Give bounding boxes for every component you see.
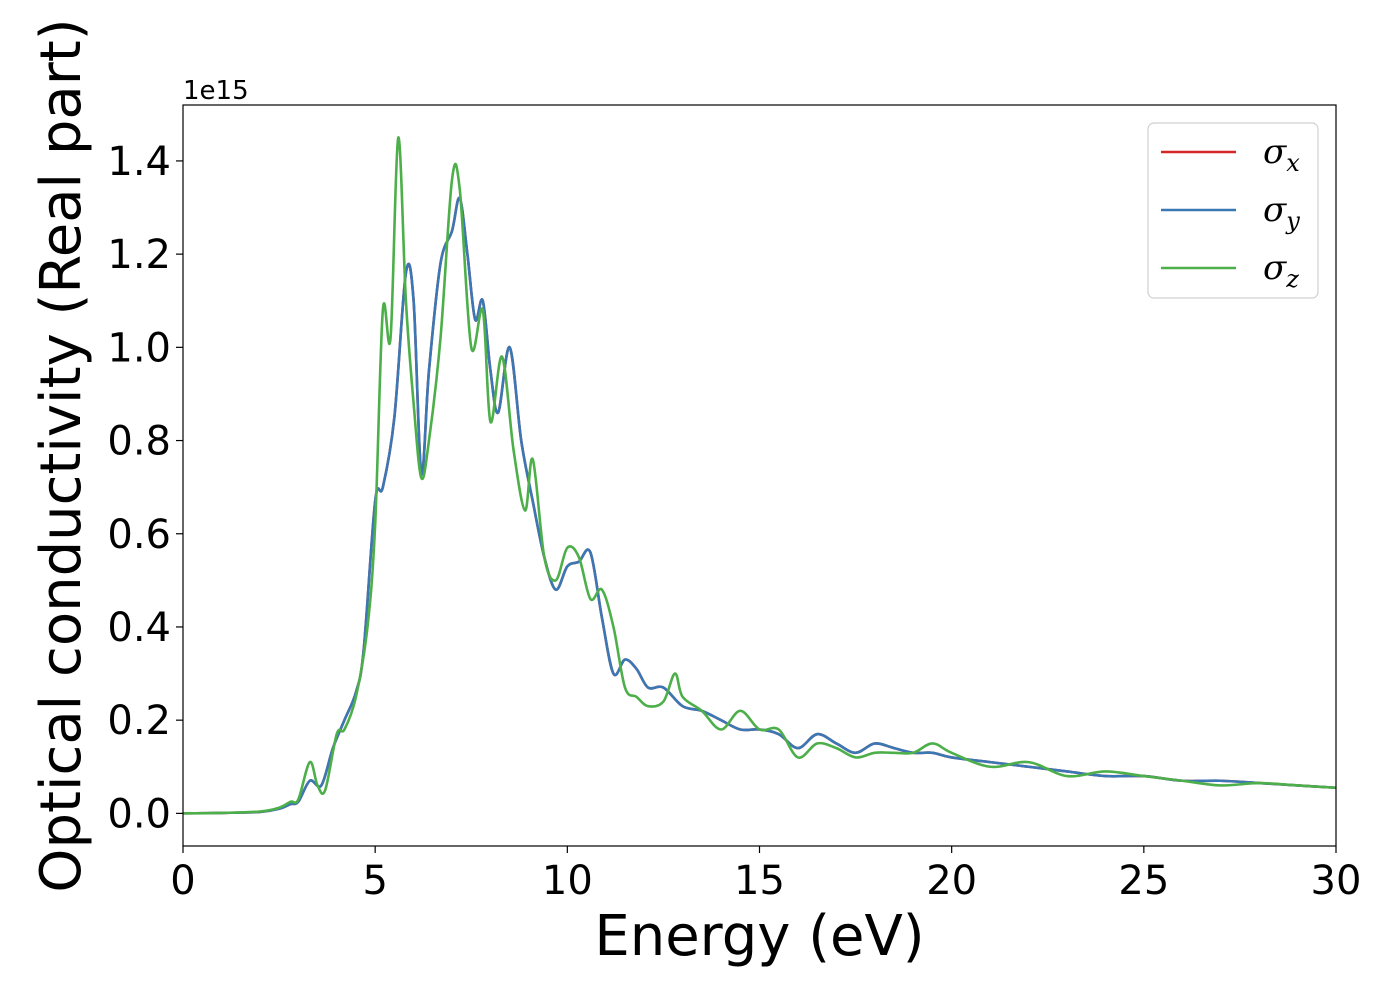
y-axis-offset-label: 1e15 [183, 76, 249, 106]
y-tick-label: 0.6 [107, 512, 171, 558]
x-tick-label: 20 [926, 858, 977, 904]
y-axis-title: Optical conductivity (Real part) [29, 18, 94, 892]
x-axis-ticks: 0 5 10 15 20 25 30 [170, 846, 1361, 904]
series-layer [183, 136, 1336, 815]
legend-label: σx [1263, 132, 1300, 177]
series-line-y [183, 196, 1336, 815]
series-line-z [183, 136, 1336, 815]
x-tick-label: 5 [362, 858, 387, 904]
x-axis-title: Energy (eV) [594, 904, 924, 969]
x-tick-label: 15 [734, 858, 785, 904]
y-tick-label: 1.4 [107, 139, 171, 185]
y-tick-label: 0.8 [107, 419, 171, 465]
y-axis-ticks: 0.0 0.2 0.4 0.6 0.8 1.0 1.2 1.4 [107, 139, 183, 837]
y-tick-label: 1.2 [107, 232, 171, 278]
x-tick-label: 10 [542, 858, 593, 904]
legend-label: σz [1263, 248, 1299, 293]
y-tick-label: 0.0 [107, 791, 171, 837]
legend-item-z: σz [1161, 248, 1299, 293]
y-tick-label: 1.0 [107, 325, 171, 371]
x-tick-label: 30 [1311, 858, 1362, 904]
legend-item-x: σx [1161, 132, 1300, 177]
y-tick-label: 0.4 [107, 605, 171, 651]
legend-item-y: σy [1161, 190, 1300, 235]
y-tick-label: 0.2 [107, 698, 171, 744]
legend: σx σy σz [1147, 122, 1319, 299]
legend-label: σy [1263, 190, 1300, 235]
x-tick-label: 0 [170, 858, 195, 904]
x-tick-label: 25 [1118, 858, 1169, 904]
